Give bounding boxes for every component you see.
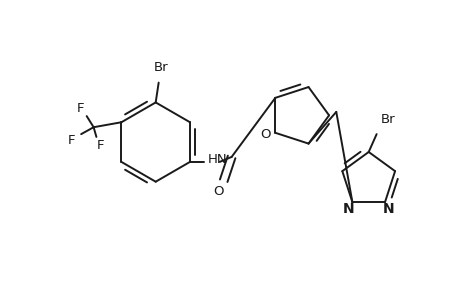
Text: N: N bbox=[382, 202, 394, 216]
Text: Br: Br bbox=[381, 113, 395, 126]
Text: F: F bbox=[96, 139, 104, 152]
Text: N: N bbox=[342, 202, 353, 216]
Text: F: F bbox=[68, 134, 75, 147]
Text: F: F bbox=[77, 102, 84, 115]
Text: Br: Br bbox=[153, 61, 168, 74]
Text: O: O bbox=[213, 185, 224, 198]
Text: HN: HN bbox=[207, 153, 227, 167]
Text: O: O bbox=[260, 128, 270, 141]
